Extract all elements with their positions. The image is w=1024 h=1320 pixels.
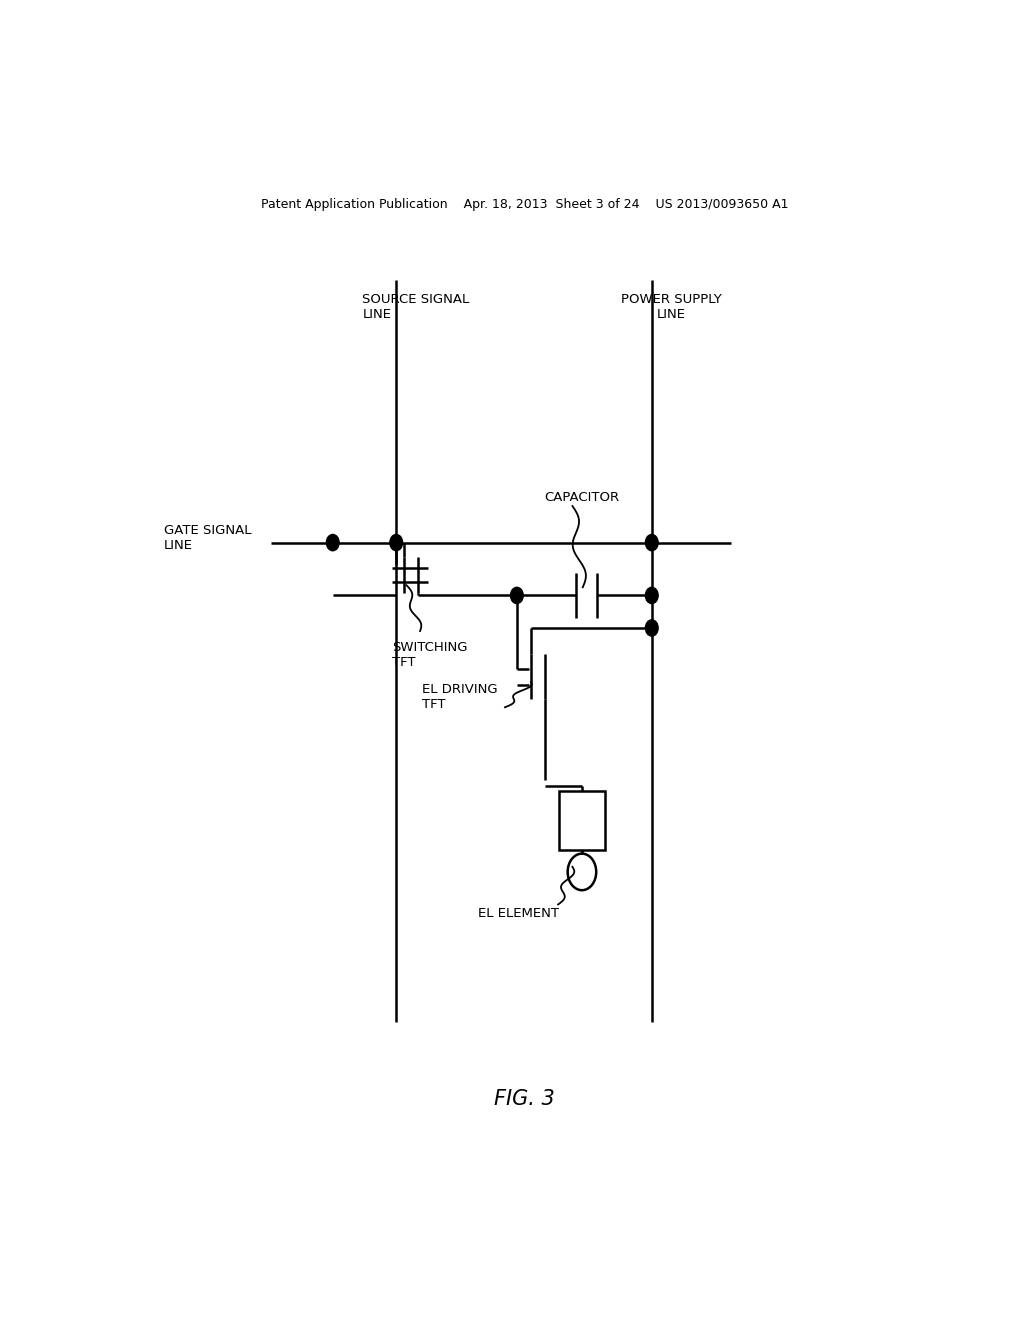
Circle shape (645, 535, 658, 550)
Circle shape (645, 587, 658, 603)
Text: EL ELEMENT: EL ELEMENT (478, 907, 559, 920)
Circle shape (390, 535, 402, 550)
Circle shape (327, 535, 339, 550)
Text: CAPACITOR: CAPACITOR (545, 491, 620, 504)
Text: SWITCHING
TFT: SWITCHING TFT (392, 642, 468, 669)
Text: POWER SUPPLY
LINE: POWER SUPPLY LINE (622, 293, 722, 321)
Text: FIG. 3: FIG. 3 (495, 1089, 555, 1109)
Circle shape (511, 587, 523, 603)
Text: EL DRIVING
TFT: EL DRIVING TFT (422, 682, 498, 711)
Text: GATE SIGNAL
LINE: GATE SIGNAL LINE (164, 524, 251, 552)
Text: SOURCE SIGNAL
LINE: SOURCE SIGNAL LINE (362, 293, 470, 321)
Text: Patent Application Publication    Apr. 18, 2013  Sheet 3 of 24    US 2013/009365: Patent Application Publication Apr. 18, … (261, 198, 788, 211)
Circle shape (645, 620, 658, 636)
Bar (559, 791, 605, 850)
